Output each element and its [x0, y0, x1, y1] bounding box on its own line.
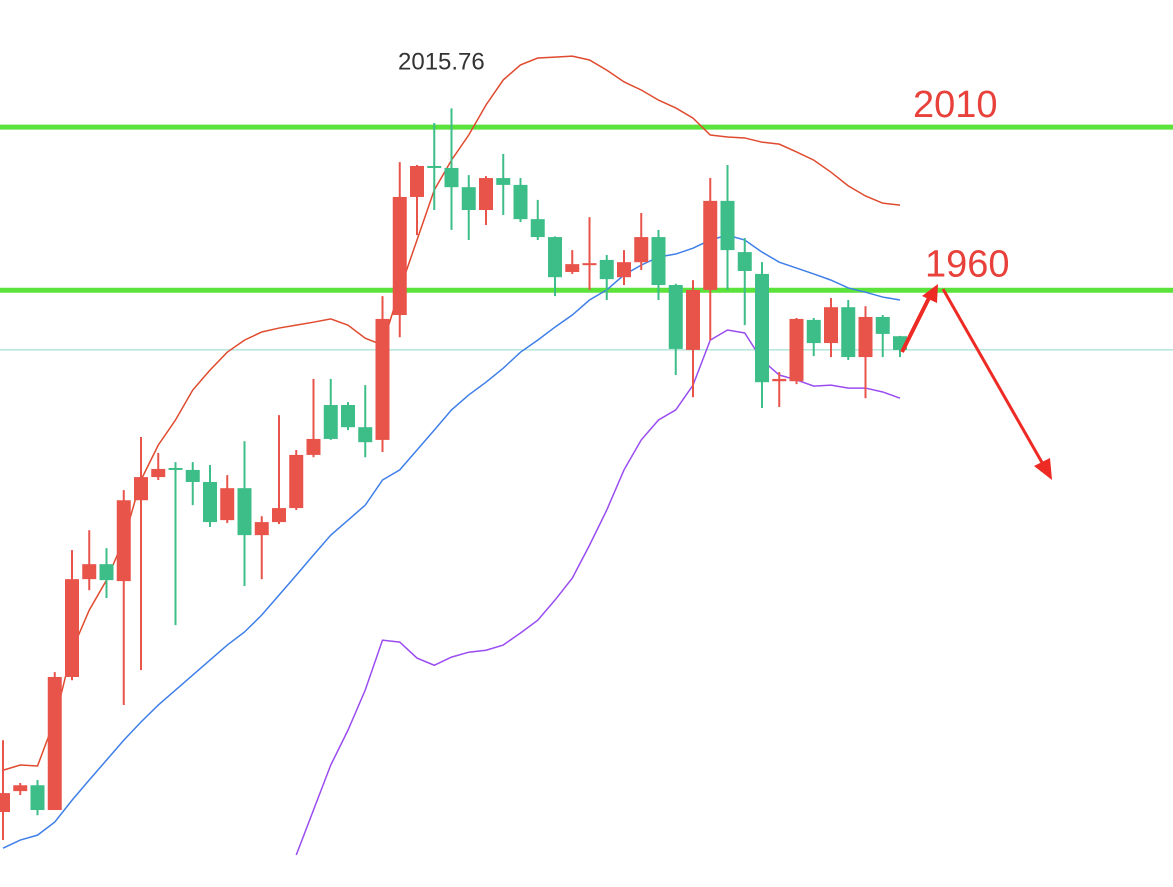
candle-body	[185, 469, 200, 482]
level-lines	[0, 124, 1173, 351]
candle-body	[530, 219, 545, 238]
band-line	[2, 234, 901, 849]
candle-body	[272, 508, 286, 523]
candle-body	[47, 676, 62, 811]
forecast-arrows	[900, 284, 1052, 480]
candle-body	[737, 252, 752, 271]
candle-body	[755, 273, 769, 383]
candle-body	[289, 454, 304, 509]
candle-body	[375, 318, 390, 440]
candle-body	[427, 165, 442, 168]
candle-body	[323, 405, 338, 439]
candle-body	[461, 187, 476, 211]
candle-body	[358, 427, 373, 443]
candle-body	[168, 467, 183, 470]
arrow-down	[941, 288, 1046, 467]
candle-body	[116, 500, 131, 582]
candle-body	[720, 200, 735, 251]
level-label: 2010	[913, 84, 998, 126]
candle-body	[341, 405, 355, 428]
candle-body	[599, 259, 614, 280]
candle-body	[858, 316, 873, 358]
candle-body	[13, 785, 28, 792]
candle-body	[634, 237, 649, 263]
candle-body	[82, 564, 97, 580]
candle-body	[789, 318, 804, 382]
candle-body	[30, 785, 45, 811]
candle-body	[617, 262, 631, 278]
candle-body	[237, 488, 252, 536]
candle-body	[548, 237, 562, 278]
candle-body	[651, 237, 666, 286]
candle-body	[479, 178, 493, 211]
candle-body	[565, 264, 580, 272]
arrow-head	[1034, 458, 1052, 480]
max-label: 2015.76	[398, 48, 485, 75]
candle-body	[151, 468, 166, 478]
candle-body	[220, 488, 235, 521]
candle-body	[99, 564, 114, 581]
candle-body	[0, 793, 10, 812]
candle-body	[806, 319, 821, 344]
candle-body	[686, 289, 700, 350]
candle-body	[496, 178, 511, 185]
candle-body	[410, 165, 424, 197]
candle-body	[513, 184, 528, 220]
candle-body	[203, 481, 217, 523]
candle-body	[841, 307, 856, 358]
candle-body	[824, 307, 838, 344]
level-label: 1960	[925, 243, 1010, 285]
candle-body	[444, 167, 459, 188]
arrow-head	[922, 284, 938, 303]
candle-body	[254, 522, 269, 536]
candle-body	[875, 316, 890, 334]
arrow-up	[900, 295, 932, 353]
candle-body	[306, 438, 321, 455]
candle-body	[65, 579, 79, 677]
candle-body	[134, 477, 148, 501]
candles	[0, 108, 907, 841]
candle-body	[392, 196, 407, 316]
candle-body	[772, 378, 787, 382]
candle-body	[703, 200, 718, 290]
candle-body	[668, 285, 683, 349]
candle-body	[582, 263, 597, 266]
